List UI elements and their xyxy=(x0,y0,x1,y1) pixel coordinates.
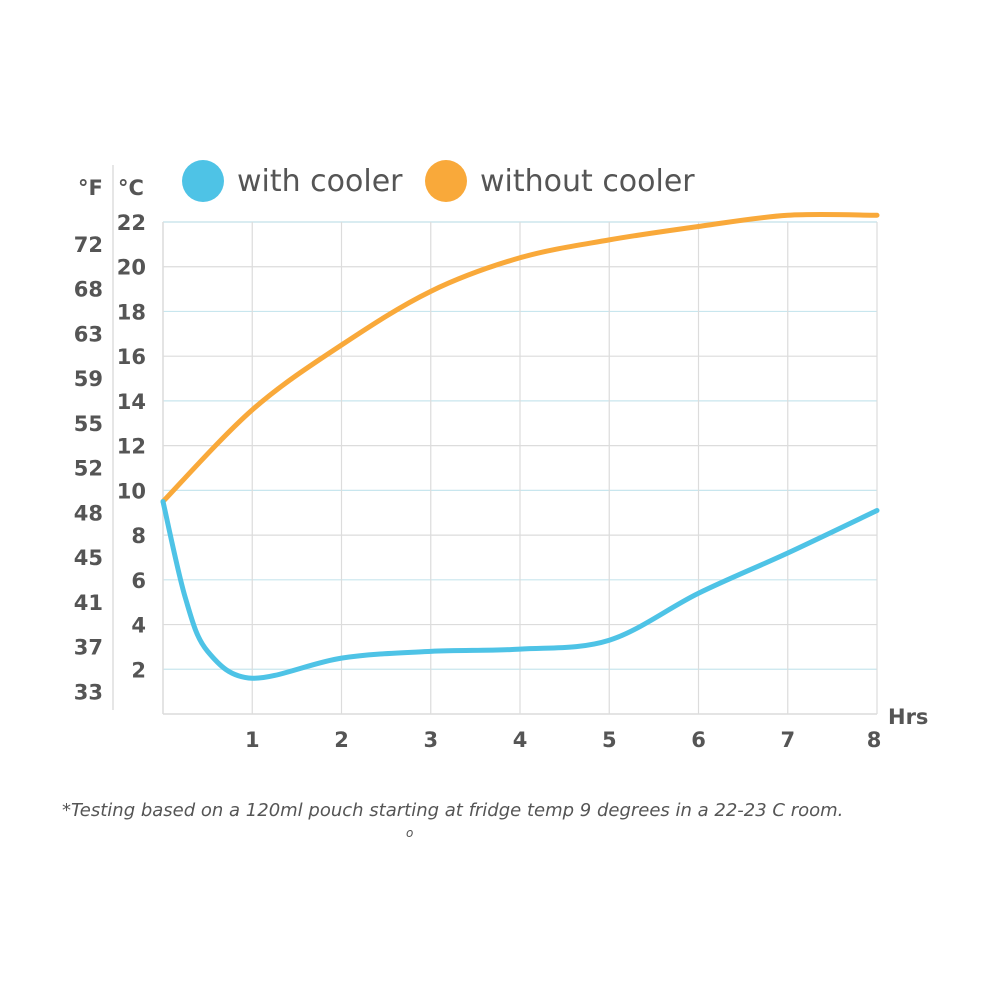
celsius-tick-label: 22 xyxy=(117,211,146,235)
fahrenheit-tick-label: 33 xyxy=(74,680,103,704)
fahrenheit-tick-label: 52 xyxy=(74,457,103,481)
x-tick-label: 5 xyxy=(602,728,617,752)
celsius-tick-label: 2 xyxy=(131,658,146,682)
x-tick-label: 1 xyxy=(245,728,260,752)
celsius-tick-label: 4 xyxy=(131,614,146,638)
celsius-tick-label: 14 xyxy=(117,390,146,414)
x-tick-label: 7 xyxy=(780,728,795,752)
series-line-with-cooler xyxy=(160,499,880,681)
fahrenheit-tick-label: 41 xyxy=(74,591,103,615)
x-axis-label: Hrs xyxy=(888,705,928,729)
x-tick-label: 4 xyxy=(513,728,528,752)
celsius-tick-label: 12 xyxy=(117,435,146,459)
footnote: *Testing based on a 120ml pouch starting… xyxy=(62,800,844,821)
celsius-tick-label: 8 xyxy=(131,524,146,548)
legend-marker-with-cooler xyxy=(182,160,224,202)
celsius-tick-label: 10 xyxy=(117,479,146,503)
celsius-tick-label: 20 xyxy=(117,256,146,280)
fahrenheit-tick-label: 55 xyxy=(74,412,103,436)
x-tick-label: 3 xyxy=(423,728,438,752)
fahrenheit-tick-label: 72 xyxy=(74,233,103,257)
fahrenheit-unit-label: °F xyxy=(78,176,103,200)
fahrenheit-tick-label: 68 xyxy=(74,278,103,302)
celsius-unit-label: °C xyxy=(118,176,144,200)
celsius-tick-label: 16 xyxy=(117,345,146,369)
celsius-tick-label: 6 xyxy=(131,569,146,593)
series-line-without-cooler xyxy=(160,211,880,505)
fahrenheit-tick-label: 45 xyxy=(74,546,103,570)
x-tick-label: 6 xyxy=(691,728,706,752)
fahrenheit-tick-label: 59 xyxy=(74,367,103,391)
fahrenheit-tick-label: 37 xyxy=(74,636,103,660)
celsius-tick-label: 18 xyxy=(117,300,146,324)
legend-label-without-cooler: without cooler xyxy=(480,164,695,199)
legend-marker-without-cooler xyxy=(425,160,467,202)
legend-label-with-cooler: with cooler xyxy=(237,164,403,199)
fahrenheit-tick-label: 48 xyxy=(74,501,103,525)
footnote-mark: o xyxy=(406,826,414,840)
x-tick-label: 8 xyxy=(867,728,882,752)
fahrenheit-tick-label: 63 xyxy=(74,322,103,346)
x-tick-label: 2 xyxy=(334,728,349,752)
